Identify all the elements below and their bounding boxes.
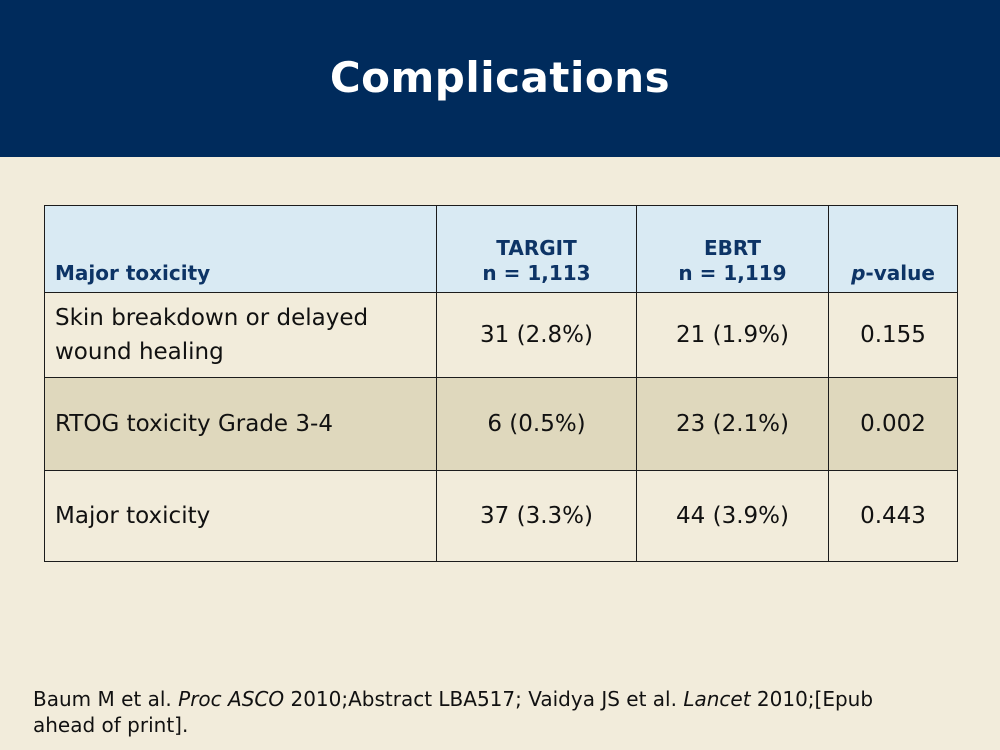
ref-text-3: 2010;[Epub ahead of print].: [33, 687, 874, 737]
table-row: RTOG toxicity Grade 3-4 6 (0.5%) 23 (2.1…: [44, 377, 958, 471]
ebrt-cell: 23 (2.1%): [636, 377, 829, 471]
ref-text-1: Baum M et al.: [33, 687, 179, 711]
targit-cell: 6 (0.5%): [436, 377, 637, 471]
header-targit-n: n = 1,113: [482, 261, 591, 285]
p-value-cell: 0.443: [828, 470, 958, 562]
header-ebrt-name: EBRT: [703, 236, 762, 260]
header-p-italic: p: [851, 261, 866, 285]
header-ebrt-n: n = 1,119: [678, 261, 787, 285]
row-label: Skin breakdown or delayed wound healing: [44, 292, 437, 378]
ref-journal-1: Proc ASCO: [178, 687, 285, 711]
header-targit-name: TARGIT: [496, 236, 577, 260]
header-p-rest: -value: [865, 261, 935, 285]
ref-journal-2: Lancet: [683, 687, 751, 711]
targit-cell: 31 (2.8%): [436, 292, 637, 378]
p-value-cell: 0.155: [828, 292, 958, 378]
header-ebrt: EBRT n = 1,119: [636, 205, 829, 293]
title-banner: Complications: [0, 0, 1000, 157]
ref-text-2: 2010;Abstract LBA517; Vaidya JS et al.: [284, 687, 684, 711]
targit-cell: 37 (3.3%): [436, 470, 637, 562]
header-major-toxicity: Major toxicity: [44, 205, 437, 293]
header-p-value: p-value: [828, 205, 958, 293]
table-row: Skin breakdown or delayed wound healing …: [44, 292, 958, 378]
p-value-cell: 0.002: [828, 377, 958, 471]
row-label: Major toxicity: [44, 470, 437, 562]
ebrt-cell: 44 (3.9%): [636, 470, 829, 562]
reference-citation: Baum M et al. Proc ASCO 2010;Abstract LB…: [33, 686, 933, 738]
row-label: RTOG toxicity Grade 3-4: [44, 377, 437, 471]
toxicity-table: Major toxicity TARGIT n = 1,113 EBRT n =…: [44, 205, 958, 562]
header-targit: TARGIT n = 1,113: [436, 205, 637, 293]
ebrt-cell: 21 (1.9%): [636, 292, 829, 378]
table-row: Major toxicity 37 (3.3%) 44 (3.9%) 0.443: [44, 470, 958, 562]
slide-title: Complications: [329, 53, 671, 102]
table-header-row: Major toxicity TARGIT n = 1,113 EBRT n =…: [44, 205, 958, 293]
